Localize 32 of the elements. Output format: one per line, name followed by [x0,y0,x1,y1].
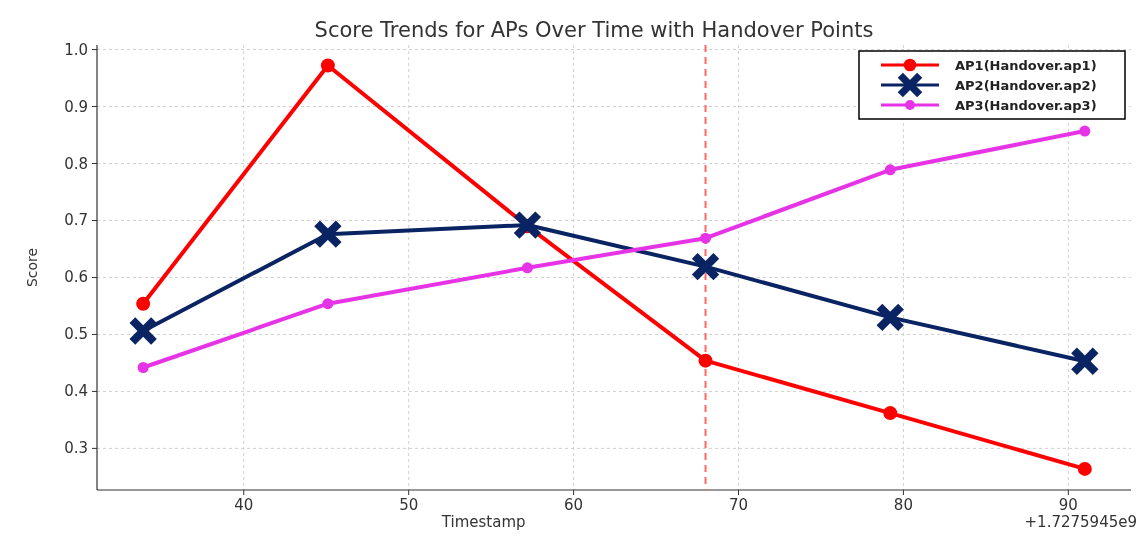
y-tick-label: 0.4 [64,382,88,401]
point [320,58,335,73]
point [1077,461,1092,476]
y-tick-label: 0.7 [64,211,88,230]
point [322,298,334,310]
point [883,406,898,421]
y-tick-label: 0.8 [64,154,88,173]
legend-label: AP2(Handover.ap2) [955,78,1097,93]
x-tick-label: 90 [1058,496,1078,514]
chart-title: Score Trends for APs Over Time with Handover Points [314,18,874,42]
x-axis-title: Timestamp [440,513,526,531]
x-tick-label: 70 [728,496,749,514]
point [521,262,533,274]
y-axis-title: Score [24,247,40,288]
point [137,362,149,373]
point [136,296,151,311]
y-tick-label: 0.5 [64,325,88,344]
y-tick-label: 0.9 [64,97,88,116]
legend-label: AP1(Handover.ap1) [955,58,1097,73]
point [884,164,896,176]
x-tick-label: 60 [564,496,584,514]
point [700,232,712,244]
point [1079,125,1091,137]
x-tick-label: 40 [234,496,254,514]
legend-label: AP3(Handover.ap3) [955,98,1097,113]
y-tick-label: 0.3 [64,439,88,458]
text: +1.7275945e9 [1024,513,1137,531]
x-tick-label: 80 [893,496,913,514]
y-tick-label: 0.6 [64,268,88,287]
x-tick-label: 50 [399,496,419,514]
point [698,353,713,368]
y-tick-label: 1.0 [64,40,88,59]
